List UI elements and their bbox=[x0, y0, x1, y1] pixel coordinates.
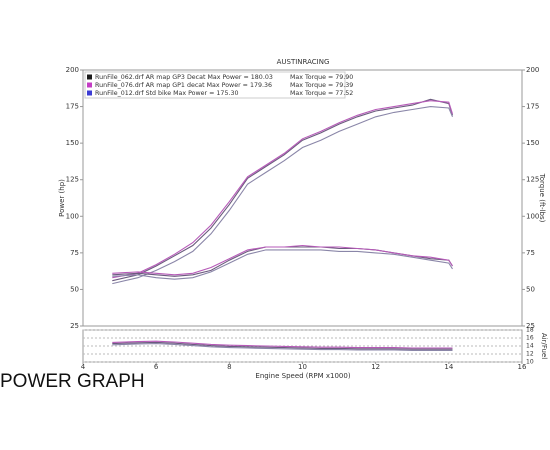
y-tick-label: 25 bbox=[70, 322, 79, 330]
y2-tick-label: 125 bbox=[526, 176, 539, 184]
power-plot-frame bbox=[82, 69, 523, 327]
series-line bbox=[112, 249, 453, 280]
chart-title: AUSTINRACING bbox=[277, 58, 330, 66]
y2-axis-label: Torque (ft-lbs) bbox=[538, 173, 546, 223]
x-tick-label: 14 bbox=[444, 363, 453, 371]
y2-tick-label: 175 bbox=[526, 103, 539, 111]
y-tick-label: 150 bbox=[66, 139, 79, 147]
series-line bbox=[112, 343, 453, 351]
x-tick-label: 10 bbox=[298, 363, 307, 371]
legend-label: Max Torque = 79.90 bbox=[290, 74, 353, 81]
y2-tick-label: 50 bbox=[526, 285, 535, 293]
legend-box bbox=[84, 71, 346, 99]
y-tick-label: 100 bbox=[66, 212, 79, 220]
series-line bbox=[112, 341, 453, 350]
caption: POWER GRAPH bbox=[0, 371, 145, 392]
series-line bbox=[112, 98, 454, 282]
y-tick-label: 50 bbox=[70, 285, 79, 293]
y2-tick-label: 150 bbox=[526, 139, 539, 147]
y2-tick-label: 75 bbox=[526, 249, 535, 257]
legend-label: Max Torque = 77.52 bbox=[290, 90, 353, 97]
legend-label: RunFile_062.drf AR map GP3 Decat Max Pow… bbox=[95, 74, 273, 81]
legend-marker bbox=[87, 74, 92, 80]
afr-tick-label: 16 bbox=[526, 335, 534, 342]
y-axis-label: Power (hp) bbox=[58, 179, 66, 217]
y2-tick-label: 25 bbox=[526, 322, 535, 330]
y2-tick-label: 200 bbox=[526, 66, 539, 74]
y2-tick-label: 100 bbox=[526, 212, 539, 220]
y-tick-label: 75 bbox=[70, 249, 79, 257]
legend-label: Max Torque = 79.39 bbox=[290, 82, 353, 89]
series-line bbox=[112, 340, 453, 349]
y-tick-label: 125 bbox=[66, 176, 79, 184]
legend-marker bbox=[87, 82, 92, 88]
x-axis-label: Engine Speed (RPM x1000) bbox=[255, 372, 350, 380]
afr-tick-label: 10 bbox=[526, 359, 534, 366]
afr-tick-label: 12 bbox=[526, 351, 534, 358]
series-line bbox=[112, 100, 454, 279]
afr-axis-label: Air/Fuel bbox=[540, 333, 548, 359]
y-tick-label: 200 bbox=[66, 66, 79, 74]
x-tick-label: 4 bbox=[81, 363, 86, 371]
x-tick-label: 8 bbox=[227, 363, 231, 371]
x-tick-label: 16 bbox=[518, 363, 527, 371]
x-tick-label: 6 bbox=[154, 363, 159, 371]
x-tick-label: 12 bbox=[371, 363, 380, 371]
y-tick-label: 175 bbox=[66, 103, 79, 111]
afr-tick-label: 18 bbox=[526, 327, 534, 334]
legend-label: RunFile_012.drf Std bike Max Power = 175… bbox=[95, 90, 238, 97]
series-line bbox=[112, 106, 454, 285]
legend-marker bbox=[87, 90, 92, 96]
legend-label: RunFile_076.drf AR map GP1 decat Max Pow… bbox=[95, 82, 272, 89]
series-line bbox=[112, 244, 453, 276]
afr-tick-label: 14 bbox=[526, 343, 534, 350]
